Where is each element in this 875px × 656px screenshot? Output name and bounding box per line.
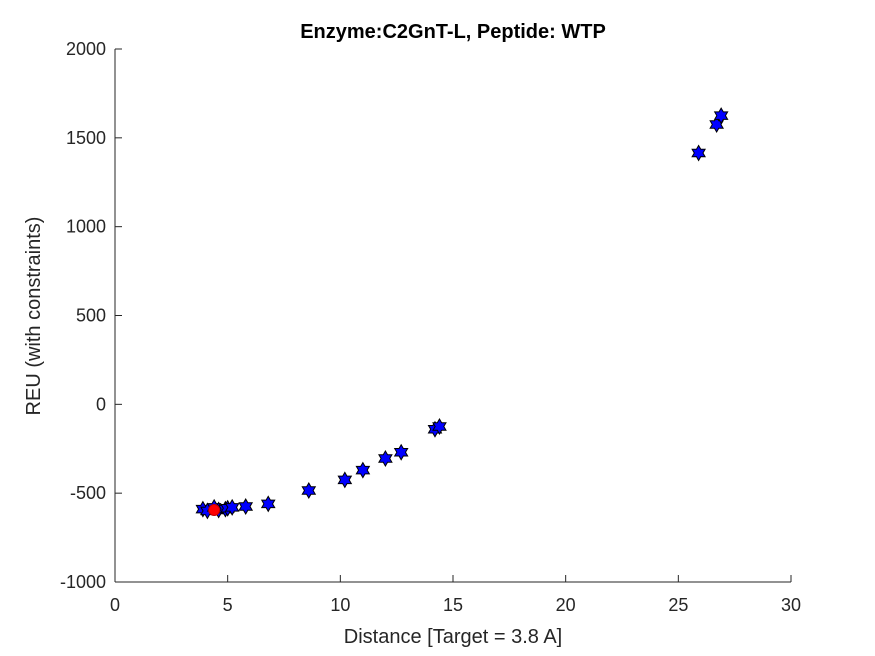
x-tick-label: 15: [443, 595, 463, 615]
y-ticks: -1000 -500 0 500 1000 1500 2000: [60, 39, 122, 592]
data-point: [378, 450, 393, 468]
x-tick-label: 30: [781, 595, 801, 615]
data-point: [691, 144, 706, 162]
data-point: [238, 497, 254, 515]
y-tick-label: 500: [76, 306, 106, 326]
x-tick-label: 10: [330, 595, 350, 615]
highlight-point: [208, 504, 221, 517]
data-point: [432, 418, 447, 436]
data-point: [713, 107, 729, 125]
data-point: [224, 498, 240, 516]
data-point: [393, 443, 409, 461]
data-point: [355, 461, 371, 479]
chart-title: Enzyme:C2GnT-L, Peptide: WTP: [300, 21, 606, 43]
y-tick-label: 2000: [66, 39, 106, 59]
y-tick-label: 1000: [66, 217, 106, 237]
x-axis-label: Distance [Target = 3.8 A]: [344, 626, 562, 648]
y-tick-label: 1500: [66, 128, 106, 148]
plot-area: [115, 49, 791, 582]
y-axis-label: REU (with constraints): [23, 217, 45, 416]
data-markers: [195, 107, 729, 520]
x-tick-label: 5: [223, 595, 233, 615]
data-point: [260, 495, 276, 513]
x-ticks: 0 5 10 15 20 25 30: [110, 575, 801, 615]
y-tick-label: -1000: [60, 572, 106, 592]
x-tick-label: 20: [556, 595, 576, 615]
x-tick-label: 0: [110, 595, 120, 615]
y-tick-label: 0: [96, 394, 106, 414]
y-tick-label: -500: [70, 483, 106, 503]
x-tick-label: 25: [668, 595, 688, 615]
data-point: [301, 481, 317, 500]
data-point: [337, 471, 353, 489]
